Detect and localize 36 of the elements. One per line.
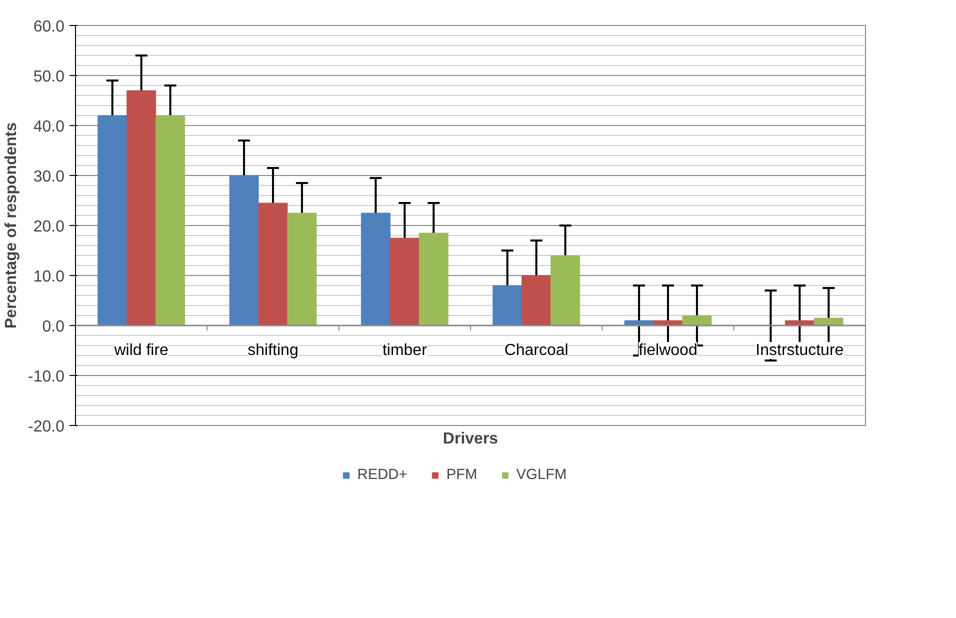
bar — [550, 255, 580, 326]
bar — [287, 212, 317, 326]
x-axis-title: Drivers — [442, 430, 498, 448]
bar — [98, 115, 128, 326]
bar — [492, 285, 522, 326]
y-tick-label: -10.0 — [28, 368, 65, 386]
bar — [126, 90, 156, 326]
y-tick-label: 0.0 — [42, 318, 65, 336]
y-tick-label: 60.0 — [33, 18, 65, 36]
y-axis-title: Percentage of respondents — [3, 122, 20, 329]
x-tick-label: fielwood — [638, 342, 698, 359]
x-tick-label: Charcoal — [504, 342, 568, 359]
bar — [784, 320, 814, 326]
y-tick-label: -20.0 — [28, 418, 65, 436]
bar — [390, 238, 420, 326]
bar — [418, 232, 448, 326]
y-tick-label: 20.0 — [33, 218, 65, 236]
bar — [522, 275, 552, 326]
y-tick-label: 50.0 — [33, 68, 65, 86]
bar — [682, 315, 712, 326]
bar — [624, 320, 654, 326]
x-tick-label: shifting — [248, 342, 298, 359]
legend-label: VGLFM — [516, 467, 567, 483]
y-tick-label: 30.0 — [33, 168, 65, 186]
y-tick-label: 40.0 — [33, 118, 65, 136]
x-tick-label: timber — [382, 342, 428, 359]
bar — [258, 202, 288, 326]
bar — [814, 318, 844, 326]
x-tick-label: Instrstucture — [756, 342, 844, 359]
x-tick-label: wild fire — [113, 342, 169, 359]
legend-label: REDD+ — [357, 467, 408, 483]
y-tick-label: 10.0 — [33, 268, 65, 286]
bar — [360, 212, 390, 326]
legend-label: PFM — [446, 467, 478, 483]
bar — [156, 115, 186, 326]
bar — [229, 175, 259, 326]
